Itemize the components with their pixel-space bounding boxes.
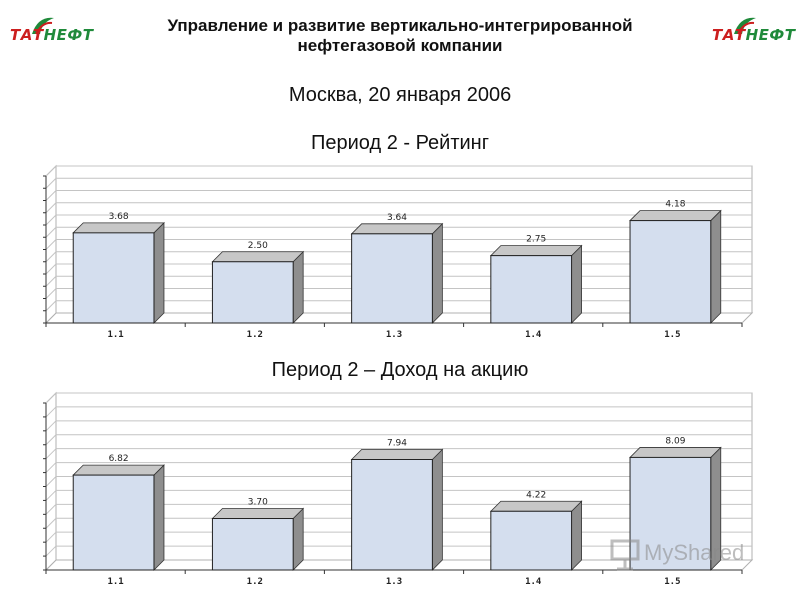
eps-bar-chart: 6.82 1.1 3.70 1.2 7.94 1.3 4.22 1.4 8.09 1.5 <box>43 391 754 587</box>
bar <box>629 220 712 324</box>
bar-top <box>211 251 305 263</box>
tatneft-logo-right: ТАТНЕФТ <box>708 14 796 48</box>
myshared-watermark: MyShared <box>606 536 766 576</box>
gridline-side <box>45 392 57 404</box>
gridline-side <box>45 251 57 263</box>
bar <box>211 261 294 324</box>
x-tick-label: 1.4 <box>525 330 542 340</box>
x-tick-label: 1.5 <box>664 330 680 340</box>
bar-side <box>292 507 304 571</box>
gridline-side <box>45 517 57 529</box>
x-tick-label: 1.3 <box>386 577 402 587</box>
bar-top <box>629 210 722 221</box>
bar-top <box>629 447 722 458</box>
gridline-side <box>45 503 57 515</box>
x-tick-label: 1.4 <box>525 577 542 587</box>
page-title: Управление и развитие вертикально-интегр… <box>110 16 690 56</box>
gridline-side <box>45 476 57 487</box>
gridline-side <box>45 275 57 287</box>
bar-side <box>292 250 304 324</box>
gridline-side <box>45 462 57 473</box>
gridline-side <box>45 190 57 201</box>
gridline-side <box>45 434 57 446</box>
oil-drop-icon <box>734 17 756 35</box>
logo-neft: НЕФТ <box>43 26 94 44</box>
bar-side <box>571 244 582 324</box>
bar-top <box>72 464 165 476</box>
watermark-text: MyShared <box>644 540 745 565</box>
gridline-side <box>45 448 57 460</box>
x-tick-label: 1.5 <box>664 577 680 587</box>
x-tick-label: 1.3 <box>386 330 402 340</box>
bar-side <box>571 500 582 571</box>
gridline-side <box>45 214 57 226</box>
bar-value-label: 2.50 <box>248 241 268 251</box>
gridline-side <box>45 406 57 418</box>
logo-wordmark: ТАТНЕФТ <box>10 26 94 44</box>
gridline-side <box>45 177 57 189</box>
logo-wordmark: ТАТНЕФТ <box>712 26 796 44</box>
x-tick-label: 1.1 <box>107 577 123 587</box>
bar-side <box>153 464 165 571</box>
bar-side <box>710 209 722 324</box>
gridline-side <box>45 202 57 214</box>
bar <box>211 518 294 571</box>
gridline-side <box>45 288 57 299</box>
bar-value-label: 2.75 <box>526 235 546 245</box>
x-tick-label: 1.2 <box>247 330 263 340</box>
bar-value-label: 3.70 <box>248 498 268 508</box>
presentation-screen-icon <box>610 539 640 571</box>
rating-bar-chart: 3.68 1.1 2.50 1.2 3.64 1.3 2.75 1.4 4.18 1.5 <box>43 164 754 340</box>
bar-side <box>153 221 165 324</box>
gridline-side <box>45 490 57 501</box>
bar-side <box>431 448 443 571</box>
bar-top <box>489 245 583 257</box>
location-date: Москва, 20 января 2006 <box>288 84 512 106</box>
bar-value-label: 6.82 <box>109 454 129 464</box>
gridline-side <box>45 263 57 275</box>
bar-value-label: 4.22 <box>526 490 546 500</box>
bar <box>72 232 155 324</box>
bar-top <box>350 223 444 235</box>
oil-drop-icon <box>32 17 54 35</box>
bar-value-label: 4.18 <box>665 200 685 210</box>
x-tick-label: 1.2 <box>247 577 263 587</box>
page-title-line2: нефтегазовой компании <box>297 36 503 55</box>
bar-value-label: 7.94 <box>387 439 407 449</box>
page-title-line1: Управление и развитие вертикально-интегр… <box>167 16 633 35</box>
gridline-side <box>45 239 57 250</box>
bar <box>629 456 712 571</box>
tatneft-logo-left: ТАТНЕФТ <box>6 14 94 48</box>
gridline-side <box>45 226 57 238</box>
x-tick-label: 1.1 <box>107 330 123 340</box>
bar-top <box>350 449 444 460</box>
bar <box>490 255 573 324</box>
bar <box>72 474 155 571</box>
logo-tat: ТАТ <box>10 26 44 44</box>
bar-top <box>72 222 165 234</box>
bar <box>490 510 573 571</box>
bar-value-label: 3.64 <box>387 213 407 223</box>
logo-neft: НЕФТ <box>745 26 796 44</box>
bar <box>351 459 433 571</box>
bar-top <box>489 500 583 512</box>
gridline-side <box>45 300 57 312</box>
logo-tat: ТАТ <box>712 26 746 44</box>
bar-top <box>211 508 305 519</box>
bar-value-label: 3.68 <box>109 212 129 222</box>
gridline-side <box>45 545 57 557</box>
gridline-side <box>45 420 57 432</box>
bar <box>351 233 433 324</box>
chart-title-rating: Период 2 - Рейтинг <box>310 132 490 154</box>
gridline-side <box>45 531 57 543</box>
bar-value-label: 8.09 <box>665 436 685 446</box>
chart-title-eps: Период 2 – Доход на акцию <box>271 359 529 381</box>
gridline-side <box>45 165 57 177</box>
bar-side <box>431 222 443 324</box>
